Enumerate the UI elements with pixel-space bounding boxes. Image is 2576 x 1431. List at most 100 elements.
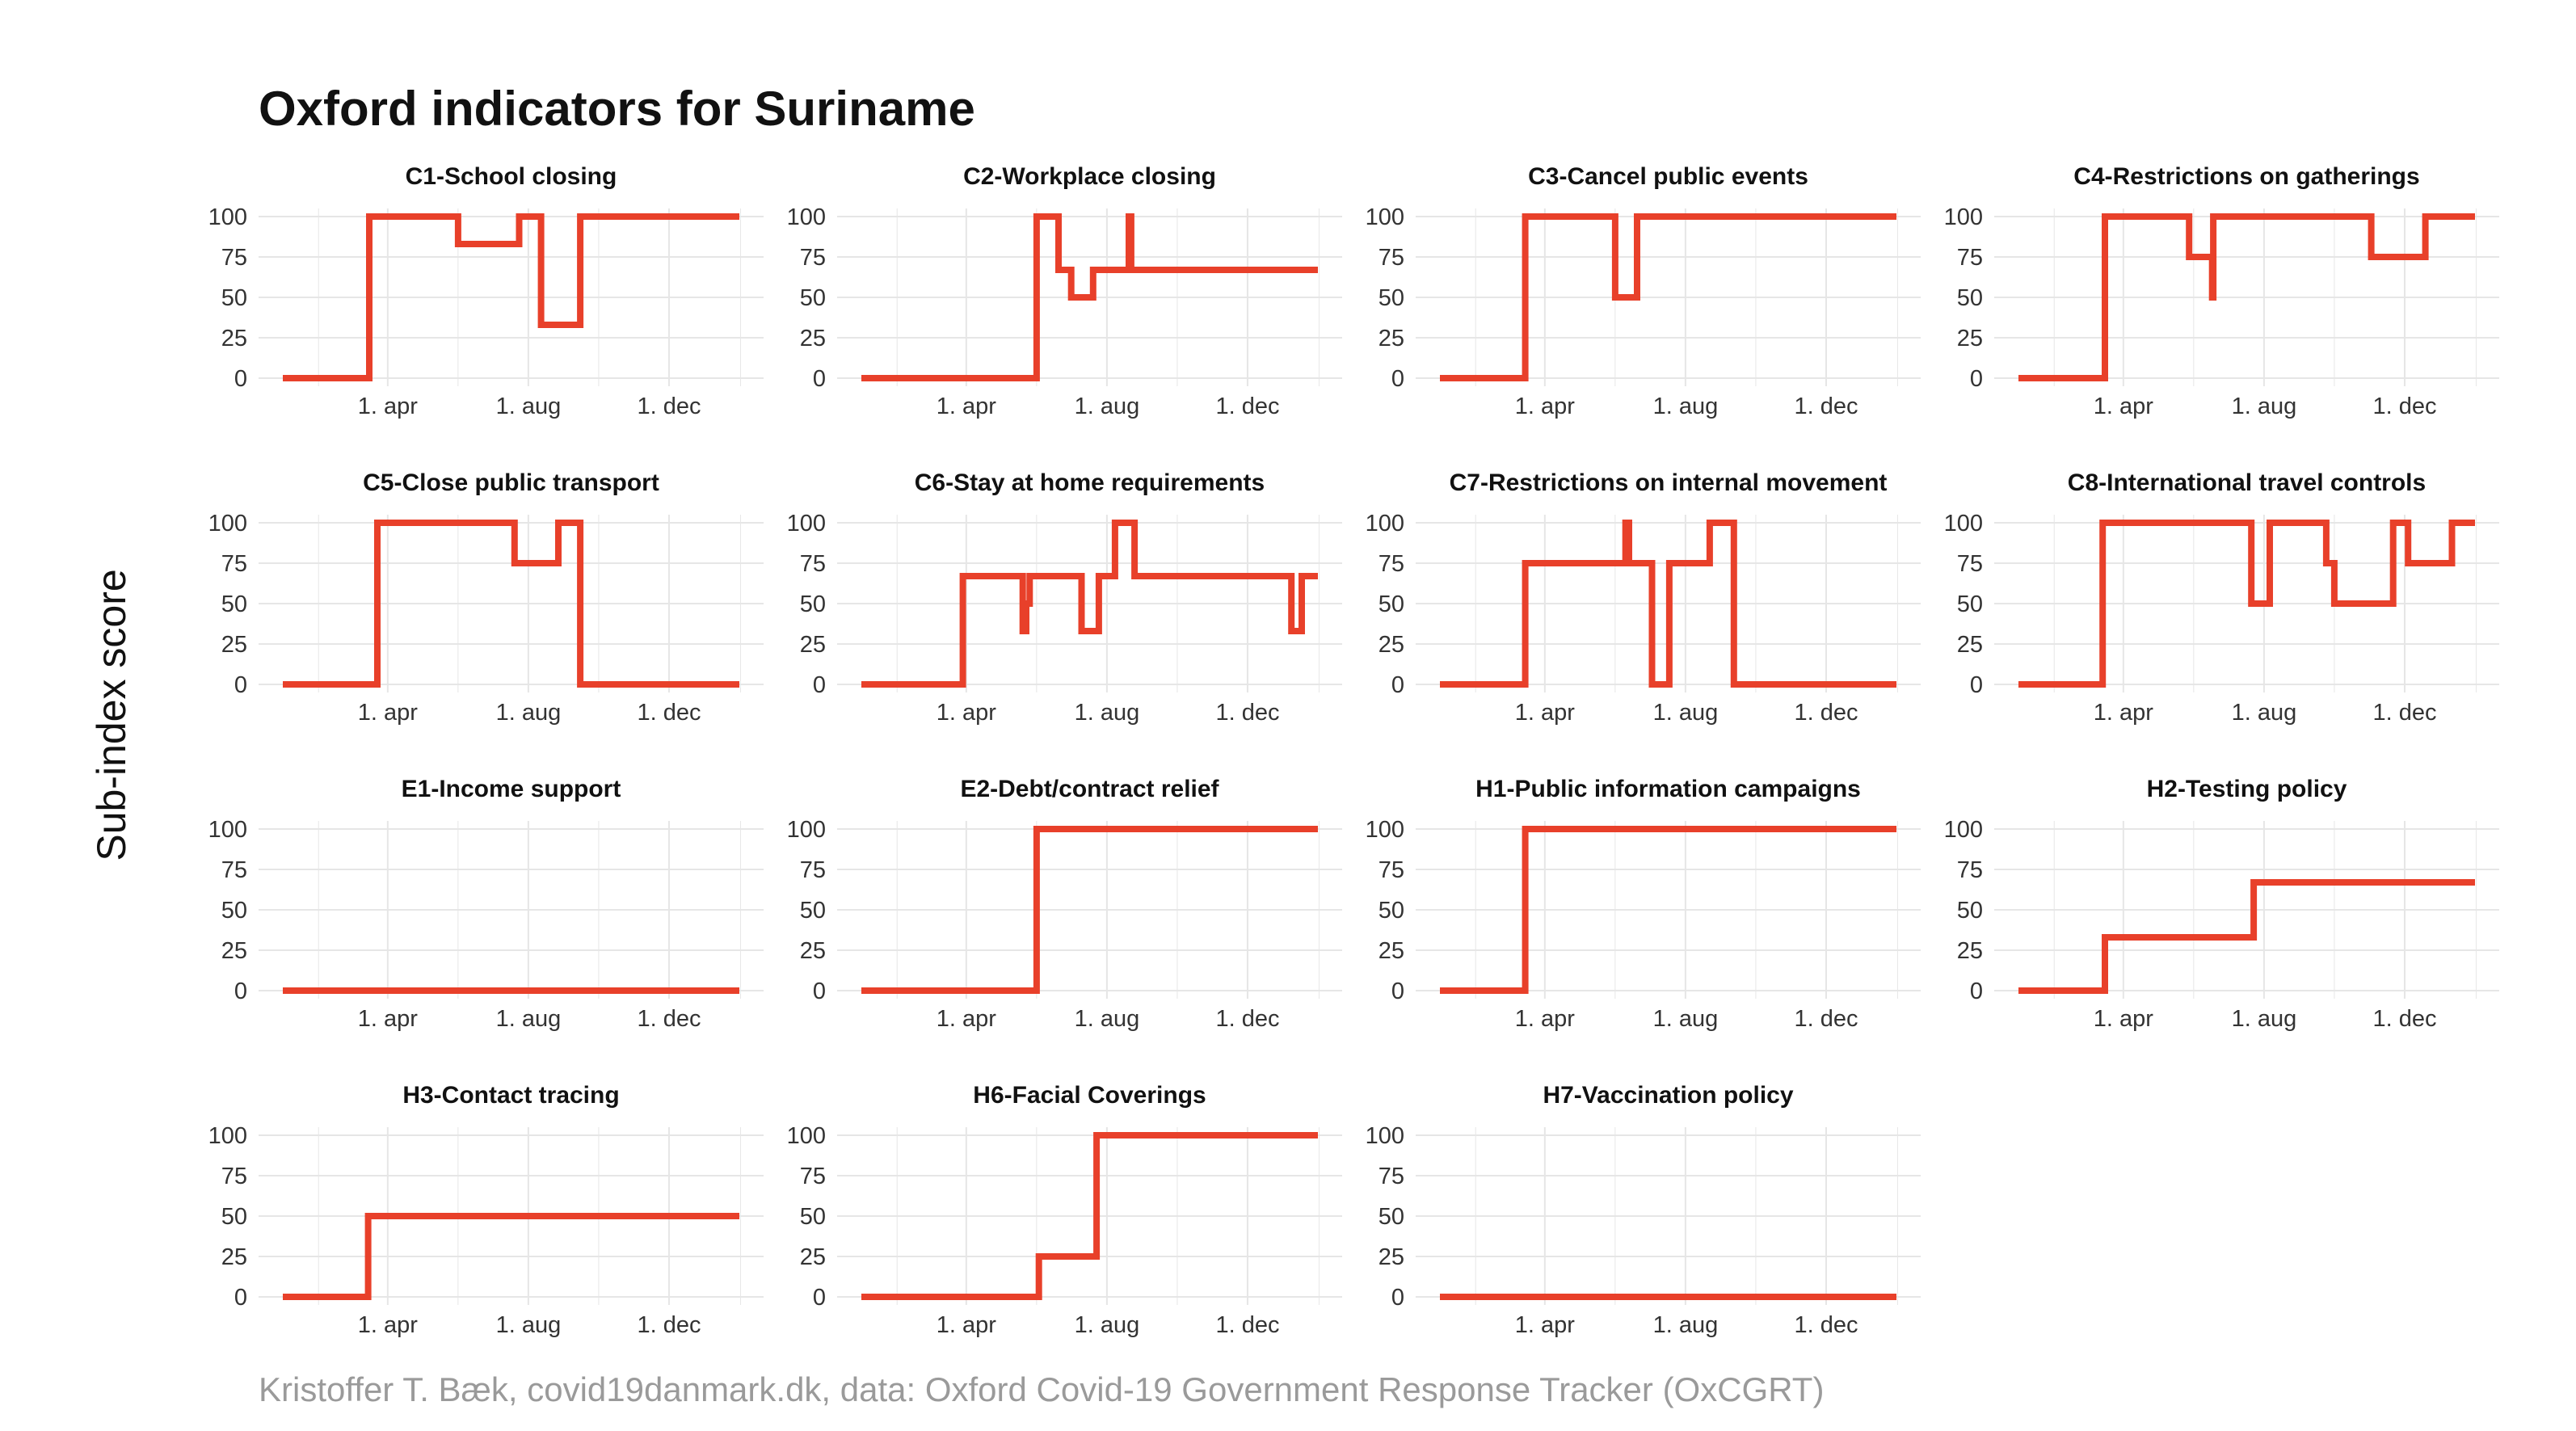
x-tick-label: 1. apr [937,1312,996,1338]
facet-panel: E2-Debt/contract relief 0 25 50 75 100 1. apr 1… [787,776,1342,1032]
panel-title: C7-Restrictions on internal movement [1450,469,1888,496]
facet-panel: C8-International travel controls 0 25 50 75 1… [1944,469,2499,726]
x-tick-label: 1. dec [637,394,701,419]
y-tick-label: 100 [1944,204,1983,230]
x-tick-label: 1. apr [1515,1006,1575,1032]
facet-panel: C4-Restrictions on gatherings 0 25 50 75 100 1… [1944,163,2499,419]
y-tick-label: 0 [813,672,826,698]
panel-title: C8-International travel controls [2068,469,2426,496]
x-tick-label: 1. apr [1515,1312,1575,1338]
x-tick-label: 1. aug [1653,1006,1719,1032]
x-tick-label: 1. aug [1653,1312,1719,1338]
x-tick-label: 1. aug [1075,394,1140,419]
x-tick-label: 1. dec [1794,700,1858,726]
y-tick-label: 50 [1378,1204,1404,1230]
series-line [283,213,739,381]
y-tick-label: 50 [1957,898,1983,924]
x-tick-label: 1. dec [1215,394,1279,419]
series-line [2018,520,2475,688]
y-tick-label: 0 [1970,979,1983,1004]
y-tick-label: 100 [208,817,247,843]
panel-title: C6-Stay at home requirements [915,469,1265,496]
y-tick-label: 75 [1957,245,1983,271]
panel-title: H3-Contact tracing [402,1082,619,1109]
y-tick-label: 0 [813,366,826,392]
y-tick-label: 75 [800,245,826,271]
x-tick-label: 1. dec [1215,700,1279,726]
x-tick-label: 1. aug [1075,1312,1140,1338]
y-tick-label: 0 [234,1285,247,1311]
x-tick-label: 1. dec [1215,1006,1279,1032]
x-tick-label: 1. apr [358,1312,418,1338]
panel-title: H2-Testing policy [2147,776,2347,802]
x-tick-label: 1. apr [937,394,996,419]
y-tick-label: 25 [1378,1244,1404,1270]
panel-title: C3-Cancel public events [1528,163,1808,190]
x-tick-label: 1. aug [496,394,562,419]
x-tick-label: 1. aug [2232,394,2297,419]
y-tick-label: 75 [800,1164,826,1189]
x-tick-label: 1. aug [1075,700,1140,726]
y-tick-label: 25 [1378,938,1404,964]
y-tick-label: 25 [221,1244,247,1270]
x-tick-label: 1. dec [1794,1312,1858,1338]
y-tick-label: 25 [1957,632,1983,658]
y-tick-label: 100 [787,511,826,537]
caption: Kristoffer T. Bæk, covid19danmark.dk, da… [259,1370,1825,1408]
x-tick-label: 1. dec [2372,700,2436,726]
y-tick-label: 0 [1970,366,1983,392]
y-tick-label: 0 [1391,366,1404,392]
x-tick-label: 1. dec [637,1006,701,1032]
y-tick-label: 25 [1378,326,1404,351]
facet-panel: H6-Facial Coverings 0 25 50 75 100 1. apr 1. au… [787,1082,1342,1338]
y-tick-label: 75 [800,551,826,577]
y-tick-label: 50 [800,591,826,617]
x-tick-label: 1. dec [637,700,701,726]
y-tick-label: 100 [1366,204,1404,230]
series-line [861,213,1318,381]
y-tick-label: 100 [1366,817,1404,843]
series-line [1440,520,1896,688]
x-tick-label: 1. apr [937,1006,996,1032]
y-tick-label: 50 [221,285,247,311]
y-tick-label: 75 [221,857,247,883]
y-tick-label: 75 [1378,245,1404,271]
x-tick-label: 1. aug [1653,700,1719,726]
panel-title: H7-Vaccination policy [1543,1082,1793,1109]
facet-panel: E1-Income support 0 25 50 75 100 1. apr 1. aug 1… [208,776,764,1032]
y-tick-label: 25 [221,326,247,351]
series-line [1440,213,1896,381]
x-tick-label: 1. apr [358,1006,418,1032]
panel-title: C4-Restrictions on gatherings [2073,163,2419,190]
y-tick-label: 75 [800,857,826,883]
series-line [861,1132,1318,1300]
series-line [861,520,1318,688]
y-tick-label: 50 [800,285,826,311]
x-tick-label: 1. aug [1653,394,1719,419]
y-tick-label: 50 [1378,285,1404,311]
y-tick-label: 0 [234,672,247,698]
y-tick-label: 25 [1378,632,1404,658]
y-tick-label: 75 [1378,551,1404,577]
y-tick-label: 100 [208,1123,247,1149]
y-tick-label: 75 [221,245,247,271]
x-tick-label: 1. aug [496,1312,562,1338]
x-tick-label: 1. dec [1215,1312,1279,1338]
facet-panel: H1-Public information campaigns 0 25 50 75 10… [1366,776,1921,1032]
x-tick-label: 1. apr [1515,700,1575,726]
chart-title: Oxford indicators for Suriname [259,82,975,136]
x-tick-label: 1. dec [637,1312,701,1338]
y-tick-label: 100 [787,204,826,230]
y-tick-label: 50 [221,591,247,617]
y-tick-label: 50 [1378,898,1404,924]
x-tick-label: 1. aug [496,700,562,726]
panel-title: E1-Income support [402,776,621,802]
y-tick-label: 50 [1957,285,1983,311]
y-tick-label: 0 [234,979,247,1004]
x-tick-label: 1. dec [1794,394,1858,419]
series-line [2018,213,2475,381]
y-tick-label: 75 [1378,857,1404,883]
x-tick-label: 1. dec [2372,394,2436,419]
y-tick-label: 25 [221,938,247,964]
